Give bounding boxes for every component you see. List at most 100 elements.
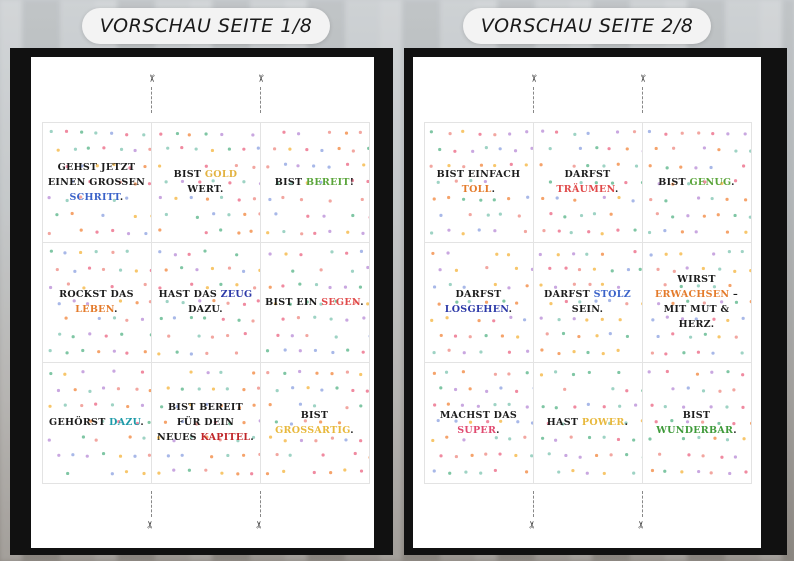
confetti-dot [523,229,527,233]
confetti-dot [48,348,52,353]
confetti-dot [732,269,736,273]
confetti-dot [655,211,659,215]
confetti-dot [298,348,302,353]
confetti-dot [732,213,737,217]
card-text-part: SEIN. [571,304,604,316]
confetti-dot [156,471,161,475]
confetti-dot [716,147,721,151]
confetti-dot [365,302,369,306]
confetti-dot [618,317,622,322]
confetti-dot [696,130,700,135]
confetti-dot [670,301,675,305]
confetti-dot [615,228,620,232]
confetti-dot [507,437,511,441]
card-text: WIRST ERWACHSEN – MIT MUT & HERZ. [643,272,751,332]
card: BIST EIN SEGEN. [259,241,370,364]
confetti-dot [133,214,137,218]
confetti-dot [616,285,620,289]
card: BIST GOLD WERT. [150,121,261,243]
confetti-dot [81,435,85,439]
confetti-dot [448,282,452,286]
confetti-dot [492,228,496,232]
confetti-dot [515,335,519,339]
confetti-dot [189,435,193,439]
highlight-word: SEGEN [321,296,361,308]
cut-line [151,87,152,113]
confetti-dot [702,214,706,218]
confetti-dot [483,179,487,183]
confetti-dot [507,402,511,407]
confetti-dot [685,266,689,270]
confetti-dot [330,350,334,354]
confetti-dot [680,317,684,321]
confetti-dot [72,269,76,273]
confetti-dot [710,131,714,135]
confetti-dot [616,371,620,375]
confetti-dot [116,387,120,391]
confetti-dot [709,370,713,375]
confetti-dot [703,332,707,336]
confetti-dot [647,437,652,441]
confetti-dot [342,468,346,472]
confetti-dot [454,268,458,272]
confetti-dot [350,388,354,393]
confetti-dot [119,147,123,151]
confetti-dot [694,317,698,321]
confetti-dot [632,227,637,232]
confetti-dot [159,316,163,320]
confetti-dot [556,351,561,355]
confetti-dot [438,386,442,390]
card-text-part: BIST [682,409,711,421]
confetti-dots [429,251,533,355]
confetti-dot [197,179,201,184]
confetti-dot [304,147,308,151]
confetti-dot [498,146,502,150]
confetti-dot [319,148,324,152]
confetti-dot [179,265,183,270]
confetti-dots [157,131,260,235]
confetti-dot [62,372,66,376]
confetti-dot [486,212,490,217]
confetti-dot [101,145,106,149]
card-text: BIST GROSSARTIG. [261,408,369,438]
confetti-dot [602,195,606,199]
confetti-dot [439,333,443,337]
confetti-dot [188,403,192,407]
confetti-dot [248,229,253,233]
confetti-dot [97,316,101,320]
confetti-dot [327,285,332,289]
confetti-dot [587,370,591,375]
confetti-dot [586,402,590,407]
confetti-dot [63,316,68,320]
confetti-dot [630,198,635,202]
confetti-dot [110,284,114,289]
scissors-icon: ✂ [254,74,266,83]
confetti-dot [65,198,69,202]
confetti-dot [685,213,689,217]
confetti-dot [601,163,606,168]
highlight-word: GENUG [689,176,732,188]
confetti-dot [251,403,256,407]
confetti-dot [438,213,443,217]
confetti-dot [187,468,191,472]
confetti-dot [241,421,246,425]
confetti-dot [303,419,307,423]
confetti-dot [485,420,489,424]
confetti-dot [506,252,510,257]
confetti-dot [110,228,114,232]
confetti-dot [461,370,465,374]
preview-sheet: BIST EINFACH TOLL. DARFST TRÄUMEN. BIST GE… [413,57,761,548]
confetti-dot [477,227,481,232]
confetti-dot [733,455,737,459]
confetti-dot [431,350,436,355]
confetti-dot [663,405,667,409]
confetti-dot [444,370,448,375]
confetti-dot [110,403,114,407]
cut-line [533,491,534,517]
confetti-dot [594,453,598,458]
confetti-dot [579,213,583,217]
confetti-dot [484,265,488,269]
confetti-dot [157,227,161,232]
confetti-dot [748,149,751,153]
confetti-dot [743,131,747,136]
